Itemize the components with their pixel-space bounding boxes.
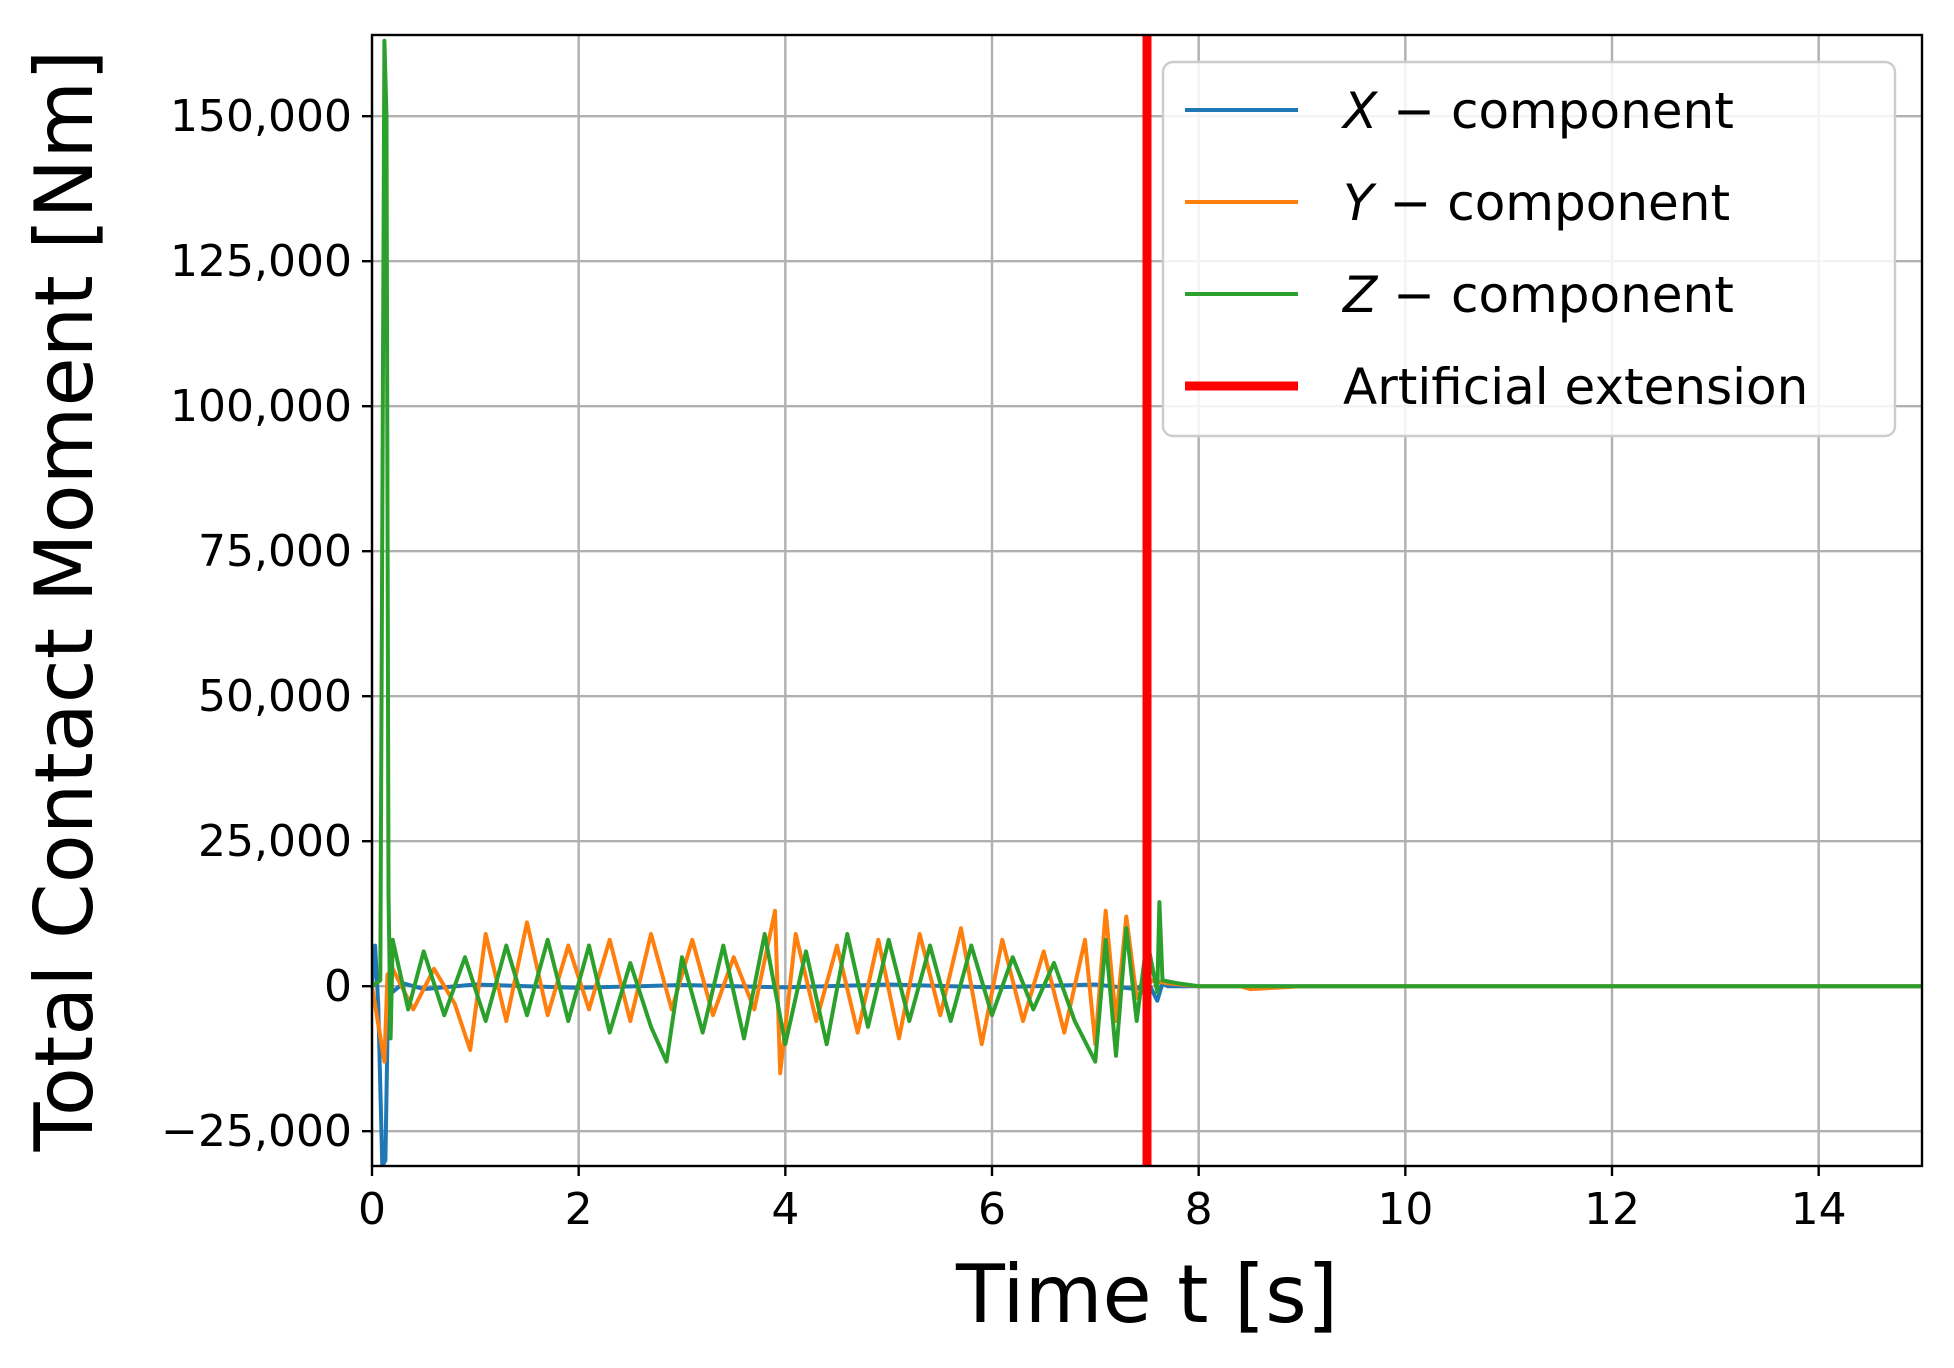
y-tick-label: 75,000 xyxy=(198,526,352,577)
plot-area xyxy=(372,35,1922,1166)
y-tick-label: 0 xyxy=(324,961,352,1012)
legend-label: Y − component xyxy=(1343,174,1730,232)
x-tick-label: 4 xyxy=(771,1184,799,1235)
legend-label-text: − component xyxy=(1377,266,1734,324)
ticks: 0 2 4 6 8 10 12 14−25,000025,00050,00075,000100… xyxy=(161,91,1846,1235)
x-tick-label: 2 xyxy=(565,1184,593,1235)
y-tick-label: 150,000 xyxy=(170,91,352,142)
y-tick-label: 100,000 xyxy=(170,381,352,432)
x-tick-label: 0 xyxy=(358,1184,386,1235)
legend-label-variable: X xyxy=(1340,82,1379,140)
legend-label: Artificial extension xyxy=(1343,358,1808,416)
x-tick-label: 6 xyxy=(978,1184,1006,1235)
y-tick-label: 125,000 xyxy=(170,236,352,287)
axes-frame xyxy=(370,33,1924,1168)
legend-label: Z − component xyxy=(1341,266,1734,324)
legend-box xyxy=(1161,60,1897,438)
x-tick-label: 8 xyxy=(1185,1184,1213,1235)
legend-label-text: − component xyxy=(1374,174,1731,232)
y-tick-label: 50,000 xyxy=(198,671,352,722)
x-tick-label: 12 xyxy=(1584,1184,1640,1235)
x-tick-label: 10 xyxy=(1377,1184,1433,1235)
y-tick-label: 25,000 xyxy=(198,816,352,867)
legend-label-variable: Z xyxy=(1341,266,1379,324)
legend-label-variable: Y xyxy=(1343,174,1377,232)
x-tick-label: 14 xyxy=(1791,1184,1847,1235)
x-axis-label: Time t [s] xyxy=(955,1248,1338,1341)
y-tick-label: −25,000 xyxy=(161,1106,352,1157)
legend-label-text: − component xyxy=(1377,82,1734,140)
y-axis-label: Total Contact Moment [Nm] xyxy=(18,50,111,1153)
legend-label: X − component xyxy=(1340,82,1734,140)
